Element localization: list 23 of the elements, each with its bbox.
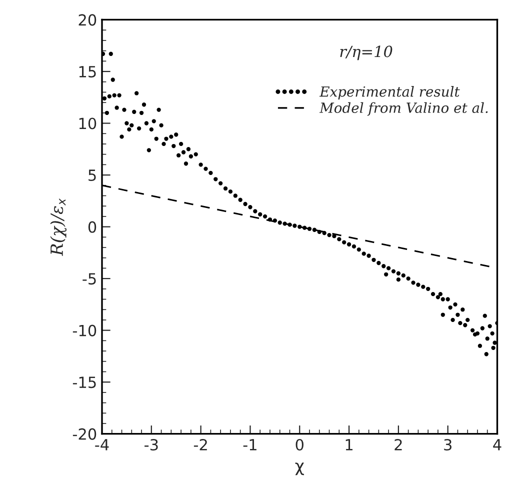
x-tick-label: 0 [296, 438, 304, 451]
y-tick-label: 15 [79, 66, 96, 78]
x-tick-label: -3 [144, 438, 158, 451]
x-tick-label: -1 [243, 439, 256, 450]
y-tick-label: 10 [79, 118, 96, 130]
x-axis-title: χ [295, 462, 304, 476]
y-tick-label: 5 [88, 170, 96, 182]
y-axis-title: R(χ)/ε$_{x}$ [50, 198, 66, 256]
y-tick-label: -15 [72, 376, 96, 388]
x-tick-label: 2 [394, 438, 402, 450]
x-tick-label: -4 [95, 439, 109, 450]
y-tick-label: 20 [78, 14, 96, 26]
x-tick-label: -2 [194, 438, 207, 450]
y-tick-label: -20 [72, 428, 96, 440]
y-tick-label: -5 [82, 273, 96, 285]
y-tick-label: -10 [72, 324, 96, 336]
annotation: r/η=10 [340, 46, 392, 60]
x-tick-label: 1 [346, 439, 352, 450]
x-tick-label: 4 [493, 439, 502, 450]
x-tick-label: 3 [444, 438, 452, 451]
legend-label: Model from Valino et al. [319, 102, 488, 116]
legend-label: Experimental result [319, 86, 460, 100]
y-tick-label: 0 [88, 221, 96, 233]
